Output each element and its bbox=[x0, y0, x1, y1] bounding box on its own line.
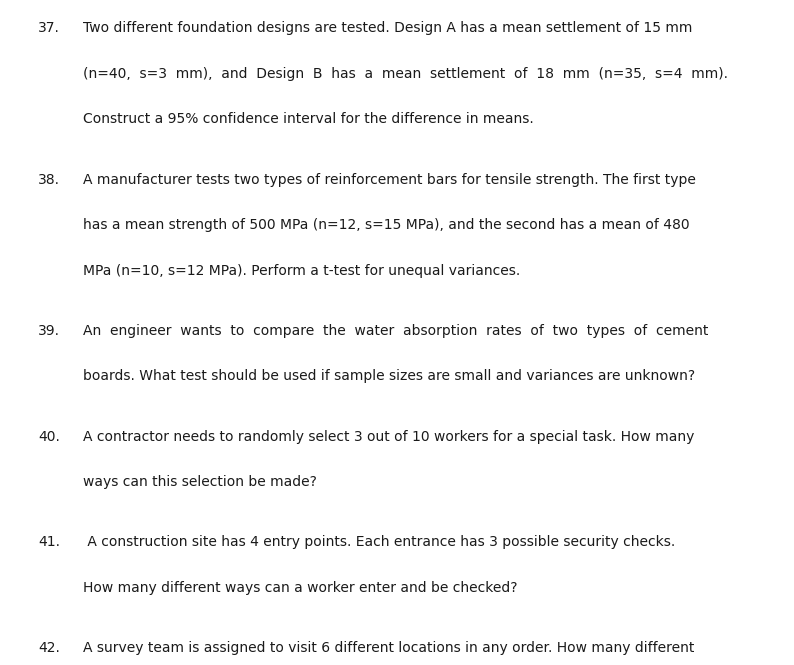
Text: MPa (n=10, s=12 MPa). Perform a t-test for unequal variances.: MPa (n=10, s=12 MPa). Perform a t-test f… bbox=[83, 264, 521, 278]
Text: 37.: 37. bbox=[38, 21, 60, 35]
Text: 40.: 40. bbox=[38, 430, 60, 444]
Text: A construction site has 4 entry points. Each entrance has 3 possible security ch: A construction site has 4 entry points. … bbox=[83, 535, 676, 549]
Text: 38.: 38. bbox=[38, 173, 60, 187]
Text: boards. What test should be used if sample sizes are small and variances are unk: boards. What test should be used if samp… bbox=[83, 370, 696, 384]
Text: has a mean strength of 500 MPa (n=12, s=15 MPa), and the second has a mean of 48: has a mean strength of 500 MPa (n=12, s=… bbox=[83, 218, 690, 232]
Text: Construct a 95% confidence interval for the difference in means.: Construct a 95% confidence interval for … bbox=[83, 112, 534, 126]
Text: A contractor needs to randomly select 3 out of 10 workers for a special task. Ho: A contractor needs to randomly select 3 … bbox=[83, 430, 695, 444]
Text: An  engineer  wants  to  compare  the  water  absorption  rates  of  two  types : An engineer wants to compare the water a… bbox=[83, 324, 709, 338]
Text: How many different ways can a worker enter and be checked?: How many different ways can a worker ent… bbox=[83, 581, 518, 595]
Text: 39.: 39. bbox=[38, 324, 60, 338]
Text: ways can this selection be made?: ways can this selection be made? bbox=[83, 475, 318, 489]
Text: 41.: 41. bbox=[38, 535, 60, 549]
Text: A survey team is assigned to visit 6 different locations in any order. How many : A survey team is assigned to visit 6 dif… bbox=[83, 641, 695, 655]
Text: 42.: 42. bbox=[38, 641, 60, 655]
Text: A manufacturer tests two types of reinforcement bars for tensile strength. The f: A manufacturer tests two types of reinfo… bbox=[83, 173, 696, 187]
Text: Two different foundation designs are tested. Design A has a mean settlement of 1: Two different foundation designs are tes… bbox=[83, 21, 692, 35]
Text: (n=40,  s=3  mm),  and  Design  B  has  a  mean  settlement  of  18  mm  (n=35, : (n=40, s=3 mm), and Design B has a mean … bbox=[83, 66, 728, 81]
